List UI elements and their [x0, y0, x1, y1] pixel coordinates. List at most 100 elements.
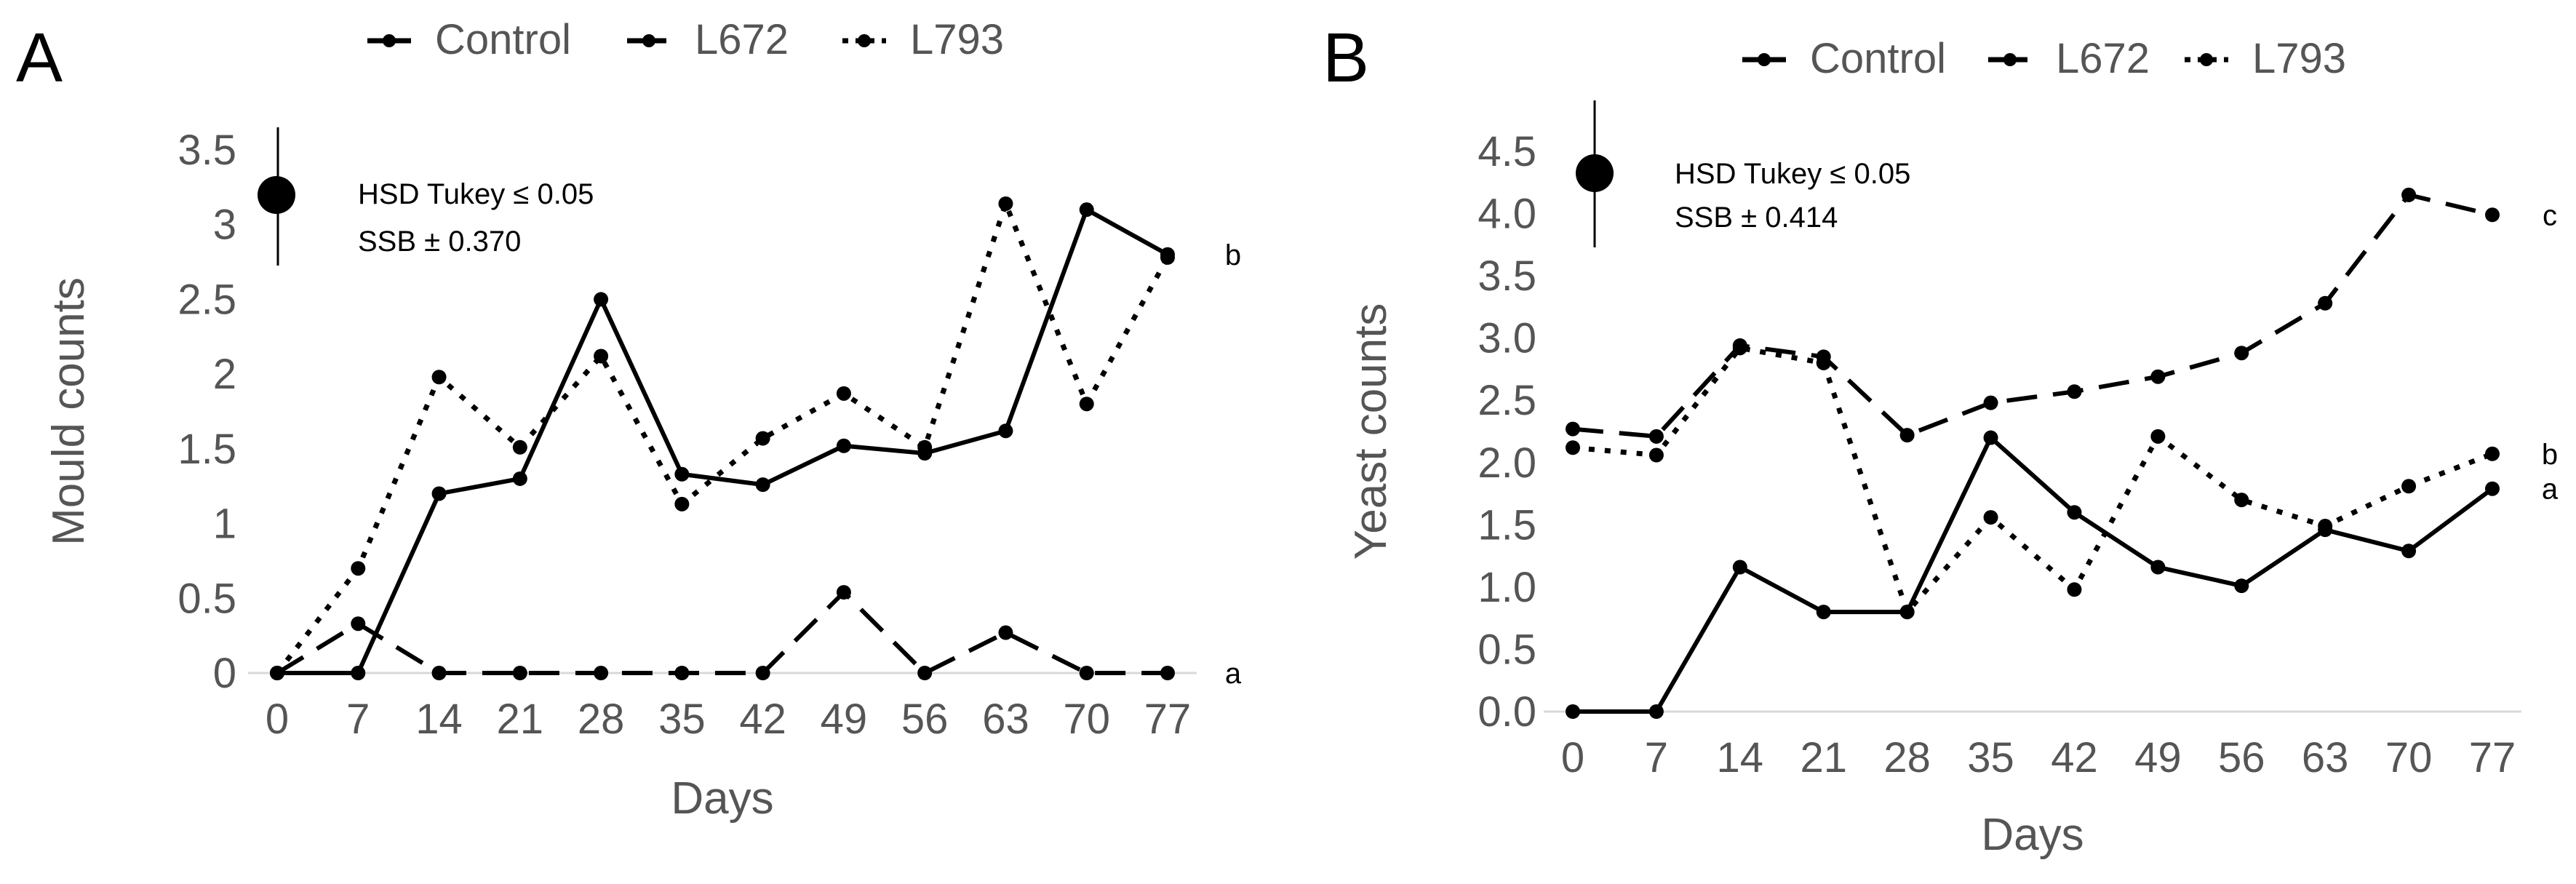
- data-point-l672: [2401, 187, 2417, 202]
- group-letter: b: [1225, 239, 1241, 271]
- data-point-control: [1983, 430, 1998, 445]
- y-tick-label: 1.0: [1478, 564, 1536, 611]
- data-point-l672: [2318, 295, 2333, 311]
- data-point-l793: [755, 431, 770, 446]
- data-point-l672: [351, 616, 366, 632]
- data-point-l793: [1160, 250, 1175, 265]
- data-point-l793: [2234, 493, 2249, 508]
- data-point-l672: [1160, 666, 1175, 680]
- y-tick-label: 3.0: [1478, 315, 1536, 362]
- y-axis-title: Yeast counts: [1346, 303, 1396, 560]
- data-point-l793: [351, 561, 366, 576]
- x-tick-label: 14: [415, 696, 463, 743]
- data-point-l672: [1079, 666, 1094, 680]
- panel-letter: B: [1323, 19, 1369, 97]
- series-line-control: [277, 207, 1169, 675]
- data-point-l793: [1648, 447, 1664, 463]
- x-axis-title: Days: [1981, 810, 2083, 860]
- y-tick-label: 3: [213, 202, 236, 249]
- data-point-l672: [2234, 346, 2249, 361]
- data-point-l793: [1566, 440, 1580, 455]
- data-point-control: [836, 438, 851, 453]
- data-point-l672: [674, 666, 690, 680]
- data-point-l793: [998, 196, 1013, 211]
- x-tick-label: 70: [2385, 734, 2433, 781]
- x-tick-label: 28: [1883, 734, 1931, 781]
- x-tick-label: 56: [2218, 734, 2265, 781]
- y-tick-label: 3.5: [1478, 252, 1536, 300]
- series-line-l793: [1572, 345, 2494, 615]
- data-point-l793: [2485, 446, 2500, 461]
- data-point-l672: [998, 625, 1013, 640]
- series-line-l793: [275, 201, 1171, 675]
- data-point-control: [1648, 704, 1664, 719]
- hsd-marker: [258, 176, 295, 214]
- data-point-l672: [2150, 369, 2166, 384]
- y-tick-label: 2.0: [1478, 439, 1536, 487]
- data-point-control: [1816, 605, 1831, 620]
- x-tick-label: 0: [266, 696, 289, 743]
- ssb-text: SSB ± 0.370: [358, 226, 521, 258]
- data-point-control: [1079, 202, 1094, 218]
- data-point-l672: [1648, 429, 1664, 444]
- x-tick-label: 28: [578, 696, 625, 743]
- legend-marker: [2003, 53, 2017, 66]
- series-line-l672: [1572, 192, 2493, 439]
- x-tick-label: 63: [2302, 734, 2349, 781]
- x-tick-label: 77: [2469, 734, 2516, 781]
- data-point-control: [1566, 704, 1580, 719]
- data-point-l672: [431, 666, 447, 680]
- data-point-control: [755, 477, 770, 493]
- ssb-text: SSB ± 0.414: [1675, 202, 1838, 234]
- legend-label-l793: L793: [2252, 35, 2346, 82]
- data-point-l672: [1983, 395, 1998, 410]
- data-point-l793: [1899, 605, 1915, 620]
- data-point-l672: [2067, 384, 2082, 399]
- y-tick-label: 4.0: [1478, 191, 1536, 238]
- y-tick-label: 2.5: [1478, 377, 1536, 424]
- x-tick-label: 42: [739, 696, 786, 743]
- data-point-control: [2150, 560, 2166, 575]
- x-tick-label: 49: [821, 696, 868, 743]
- y-tick-label: 1: [213, 501, 236, 548]
- data-point-control: [2234, 578, 2249, 594]
- data-point-l793: [1816, 355, 1831, 370]
- y-tick-label: 3.5: [178, 127, 236, 174]
- y-tick-label: 4.5: [1478, 128, 1536, 175]
- y-tick-label: 0.5: [178, 575, 236, 622]
- hsd-marker: [1576, 154, 1614, 192]
- group-letter: a: [2542, 474, 2559, 506]
- legend-label-control: Control: [435, 16, 571, 63]
- data-point-l672: [917, 666, 933, 680]
- data-point-l672: [755, 666, 770, 680]
- data-point-control: [594, 292, 609, 307]
- legend-label-l672: L672: [2056, 35, 2150, 82]
- data-point-l793: [917, 439, 933, 455]
- data-point-l793: [512, 439, 527, 455]
- data-point-l793: [2401, 479, 2417, 494]
- data-point-l793: [2150, 429, 2166, 444]
- y-tick-label: 0: [213, 650, 236, 697]
- data-point-control: [431, 486, 447, 501]
- legend-label-control: Control: [1810, 35, 1946, 82]
- data-point-l793: [1079, 397, 1094, 412]
- y-tick-label: 2.5: [178, 276, 236, 323]
- x-tick-label: 63: [982, 696, 1029, 743]
- group-letter: c: [2543, 199, 2557, 231]
- legend-marker: [383, 34, 396, 47]
- data-point-l793: [1983, 510, 1998, 525]
- x-tick-label: 77: [1144, 696, 1192, 743]
- x-tick-label: 7: [346, 696, 370, 743]
- x-tick-label: 21: [1800, 734, 1847, 781]
- data-point-l672: [512, 666, 527, 680]
- x-tick-label: 21: [497, 696, 544, 743]
- data-point-control: [2401, 543, 2417, 559]
- data-point-control: [351, 666, 366, 680]
- x-tick-label: 70: [1063, 696, 1110, 743]
- data-point-l793: [2318, 519, 2333, 534]
- data-point-l793: [1732, 341, 1747, 356]
- x-axis-title: Days: [671, 773, 773, 824]
- y-axis-title: Mould counts: [44, 277, 94, 546]
- data-point-l672: [1566, 421, 1580, 437]
